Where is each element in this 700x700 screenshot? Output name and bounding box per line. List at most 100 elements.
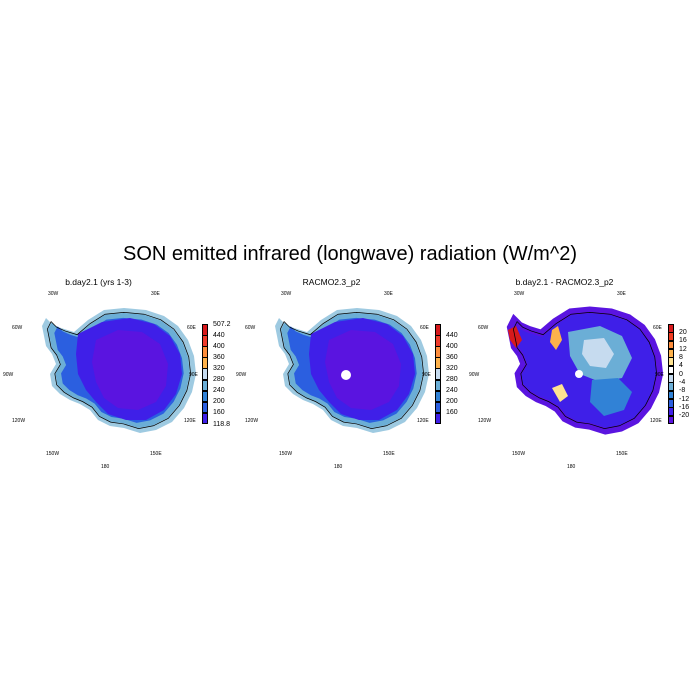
lonlat-label: 150W bbox=[512, 451, 526, 457]
colorbar-label: 160 bbox=[446, 409, 458, 417]
coastline bbox=[513, 311, 657, 429]
lonlat-label: 150W bbox=[46, 451, 60, 457]
colorbar-swatch bbox=[202, 346, 208, 358]
lonlat-label: 90E bbox=[189, 372, 198, 378]
colorbar-label: 507.2 bbox=[213, 320, 231, 328]
colorbar-label: 280 bbox=[446, 376, 458, 384]
lonlat-label: 90E bbox=[655, 372, 664, 378]
lonlat-label: 60E bbox=[653, 325, 662, 331]
map-canvas bbox=[275, 308, 429, 433]
positive-patch bbox=[550, 326, 562, 350]
lonlat-label: 30W bbox=[281, 291, 292, 297]
lonlat-label: 60E bbox=[420, 325, 429, 331]
lonlat-label: 30W bbox=[514, 291, 525, 297]
lonlat-label: 120E bbox=[650, 418, 662, 424]
colorbar-label: 200 bbox=[213, 398, 225, 406]
colorbar-swatch bbox=[435, 412, 441, 425]
colorbar-swatch bbox=[435, 335, 441, 347]
lonlat-label: 30E bbox=[151, 291, 160, 297]
lonlat-label: 180 bbox=[101, 464, 110, 470]
panel-title: RACMO2.3_p2 bbox=[302, 277, 361, 287]
lonlat-label: 120W bbox=[478, 418, 492, 424]
small-negative-region bbox=[582, 338, 614, 368]
colorbar-label: 4 bbox=[679, 362, 683, 370]
colorbar-label: 400 bbox=[213, 342, 225, 350]
colorbar-label: -12 bbox=[679, 395, 690, 403]
lonlat-label: 60E bbox=[187, 325, 196, 331]
colorbar-swatch bbox=[202, 357, 208, 369]
east-plateau-core bbox=[325, 330, 401, 410]
lonlat-label: 150E bbox=[150, 451, 162, 457]
pole-hole bbox=[575, 370, 583, 378]
lonlat-label: 90E bbox=[422, 372, 431, 378]
colorbar-swatch bbox=[668, 415, 674, 425]
lonlat-label: 60W bbox=[478, 325, 489, 331]
lonlat-label: 30E bbox=[384, 291, 393, 297]
panel-title: b.day2.1 (yrs 1-3) bbox=[65, 277, 132, 287]
colorbar-label: -8 bbox=[679, 387, 686, 395]
ross-positive-patch bbox=[552, 384, 568, 402]
colorbar-label: 16 bbox=[679, 337, 687, 345]
colorbar-swatch bbox=[202, 390, 208, 403]
colorbar-label: 8 bbox=[679, 353, 683, 361]
colorbar-swatch bbox=[202, 401, 208, 414]
pole-hole bbox=[341, 370, 351, 380]
colorbar-label: 240 bbox=[446, 387, 458, 395]
colorbar-label: 320 bbox=[446, 364, 458, 372]
colorbar-label: 360 bbox=[213, 353, 225, 361]
colorbar-label: 240 bbox=[213, 387, 225, 395]
colorbar-swatch bbox=[202, 379, 208, 392]
colorbar-label: -16 bbox=[679, 403, 690, 411]
colorbar-label: 118.8 bbox=[213, 420, 230, 428]
lonlat-label: 150E bbox=[616, 451, 628, 457]
colorbar-label: -4 bbox=[679, 378, 686, 386]
panel-title: b.day2.1 - RACMO2.3_p2 bbox=[515, 277, 614, 287]
colorbar-swatch bbox=[668, 390, 674, 400]
colorbar-label: 440 bbox=[213, 331, 225, 339]
panel-racmo: RACMO2.3_p2 30W 30E 60W 60E 90W 90E 120W… bbox=[236, 270, 469, 470]
lonlat-label: 120W bbox=[12, 418, 26, 424]
lonlat-label: 120E bbox=[184, 418, 196, 424]
colorbar-swatch bbox=[202, 335, 208, 347]
coastline bbox=[47, 311, 191, 429]
map-canvas bbox=[42, 308, 196, 433]
colorbar-swatch bbox=[435, 379, 441, 392]
negative-rim bbox=[506, 306, 664, 435]
east-plateau-core bbox=[92, 330, 168, 410]
panel-bday: b.day2.1 (yrs 1-3) 30W 30E 60W 60E 90W 9… bbox=[3, 270, 236, 470]
colorbar-swatch bbox=[435, 390, 441, 403]
colorbar-label: 160 bbox=[213, 409, 225, 417]
colorbar-label: 20 bbox=[679, 328, 687, 336]
colorbar-swatch bbox=[435, 346, 441, 358]
colorbar-swatch bbox=[202, 324, 208, 336]
colorbar-swatch bbox=[668, 340, 674, 350]
lonlat-label: 30W bbox=[48, 291, 59, 297]
colorbar-swatch bbox=[435, 324, 441, 336]
coastline bbox=[280, 311, 424, 429]
lonlat-label: 30E bbox=[617, 291, 626, 297]
lonlat-label: 150E bbox=[383, 451, 395, 457]
lonlat-label: 90W bbox=[236, 372, 247, 378]
colorbar-swatch bbox=[668, 365, 674, 375]
lonlat-label: 90W bbox=[3, 372, 14, 378]
lonlat-label: 120W bbox=[245, 418, 259, 424]
lonlat-label: 150W bbox=[279, 451, 293, 457]
colorbar-label: 0 bbox=[679, 370, 683, 378]
panel-difference: b.day2.1 - RACMO2.3_p2 30W 30E 60W 60E 9… bbox=[469, 270, 700, 470]
colorbar-swatch bbox=[202, 368, 208, 381]
lonlat-label: 180 bbox=[567, 464, 576, 470]
colorbar-label: -20 bbox=[679, 412, 690, 420]
colorbar-label: 200 bbox=[446, 398, 458, 406]
colorbar-label: 320 bbox=[213, 364, 225, 372]
colorbar-label: 360 bbox=[446, 353, 458, 361]
colorbar-label: 280 bbox=[213, 376, 225, 384]
map-canvas bbox=[506, 306, 664, 435]
lonlat-label: 120E bbox=[417, 418, 429, 424]
colorbar-swatch bbox=[435, 357, 441, 369]
moderate-negative-region bbox=[590, 378, 632, 416]
colorbar-swatch bbox=[435, 401, 441, 414]
lonlat-label: 90W bbox=[469, 372, 480, 378]
lonlat-label: 60W bbox=[245, 325, 256, 331]
main-title: SON emitted infrared (longwave) radiatio… bbox=[123, 243, 577, 265]
colorbar-swatch bbox=[202, 412, 208, 425]
